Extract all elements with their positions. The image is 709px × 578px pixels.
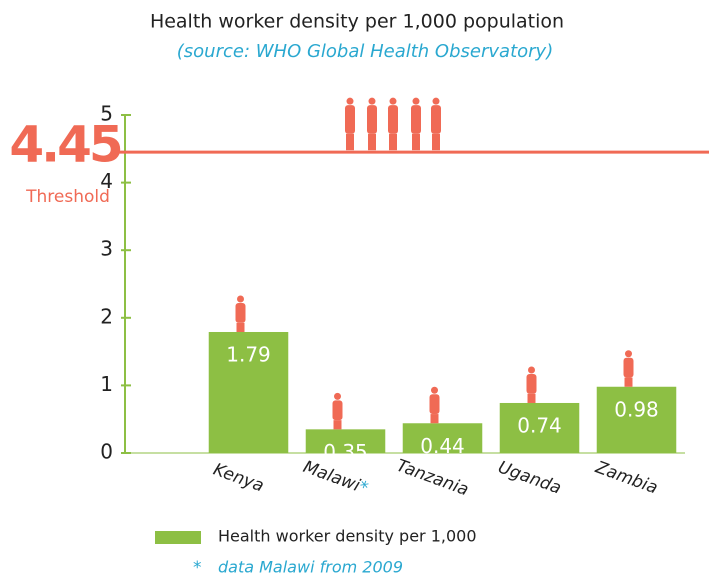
person-head	[237, 295, 244, 302]
person-icon	[624, 350, 634, 387]
person-icon	[345, 98, 355, 150]
person-legs	[432, 134, 440, 150]
category-name: Uganda	[495, 457, 564, 498]
person-head	[369, 98, 376, 105]
person-icon	[388, 98, 398, 150]
person-head	[528, 366, 535, 373]
threshold-label: Threshold	[25, 187, 110, 207]
person-body	[388, 105, 398, 134]
footnote-text: data Malawi from 2009	[218, 558, 403, 577]
x-tick-label: Kenya	[211, 460, 267, 497]
person-body	[333, 400, 343, 420]
person-legs	[528, 394, 536, 403]
person-legs	[334, 420, 342, 429]
person-head	[431, 387, 438, 394]
person-legs	[368, 134, 376, 150]
person-legs	[346, 134, 354, 150]
chart: Health worker density per 1,000 populati…	[0, 0, 709, 578]
chart-title: Health worker density per 1,000 populati…	[150, 11, 564, 33]
data-label: 0.35	[323, 440, 368, 464]
y-tick-label: 1	[100, 372, 113, 396]
person-legs	[431, 414, 439, 423]
x-tick-label: Uganda	[495, 457, 564, 498]
person-icon	[333, 393, 343, 430]
category-name: Kenya	[211, 460, 267, 497]
chart-subtitle: (source: WHO Global Health Observatory)	[177, 41, 553, 62]
person-icon	[236, 295, 246, 332]
y-tick-label: 0	[100, 440, 113, 464]
person-legs	[412, 134, 420, 150]
data-label: 0.74	[517, 413, 562, 437]
person-icon	[367, 98, 377, 150]
person-body	[431, 105, 441, 134]
category-name: Tanzania	[394, 456, 471, 500]
person-icon	[527, 366, 537, 403]
data-label: 1.79	[226, 342, 271, 366]
person-body	[430, 394, 440, 414]
footnote-marker: *	[193, 558, 202, 578]
person-icon	[430, 387, 440, 424]
person-head	[347, 98, 354, 105]
person-body	[624, 358, 634, 378]
person-legs	[237, 323, 245, 332]
x-tick-label: Tanzania	[394, 456, 471, 500]
person-body	[345, 105, 355, 134]
category-name: Zambia	[592, 457, 660, 498]
person-legs	[625, 378, 633, 387]
person-head	[625, 350, 632, 357]
legend-label: Health worker density per 1,000	[218, 527, 477, 546]
data-label: 0.44	[420, 434, 465, 458]
person-body	[411, 105, 421, 134]
y-tick-label: 3	[100, 237, 113, 261]
person-body	[527, 374, 537, 394]
person-body	[367, 105, 377, 134]
data-label: 0.98	[614, 397, 659, 421]
person-icon	[431, 98, 441, 150]
y-tick-label: 2	[100, 304, 113, 328]
person-head	[334, 393, 341, 400]
threshold-value: 4.45	[9, 116, 121, 174]
person-head	[413, 98, 420, 105]
person-body	[236, 303, 246, 323]
person-icon	[411, 98, 421, 150]
person-head	[390, 98, 397, 105]
x-tick-label: Zambia	[592, 457, 660, 498]
person-head	[433, 98, 440, 105]
person-legs	[389, 134, 397, 150]
legend-swatch	[155, 531, 201, 544]
